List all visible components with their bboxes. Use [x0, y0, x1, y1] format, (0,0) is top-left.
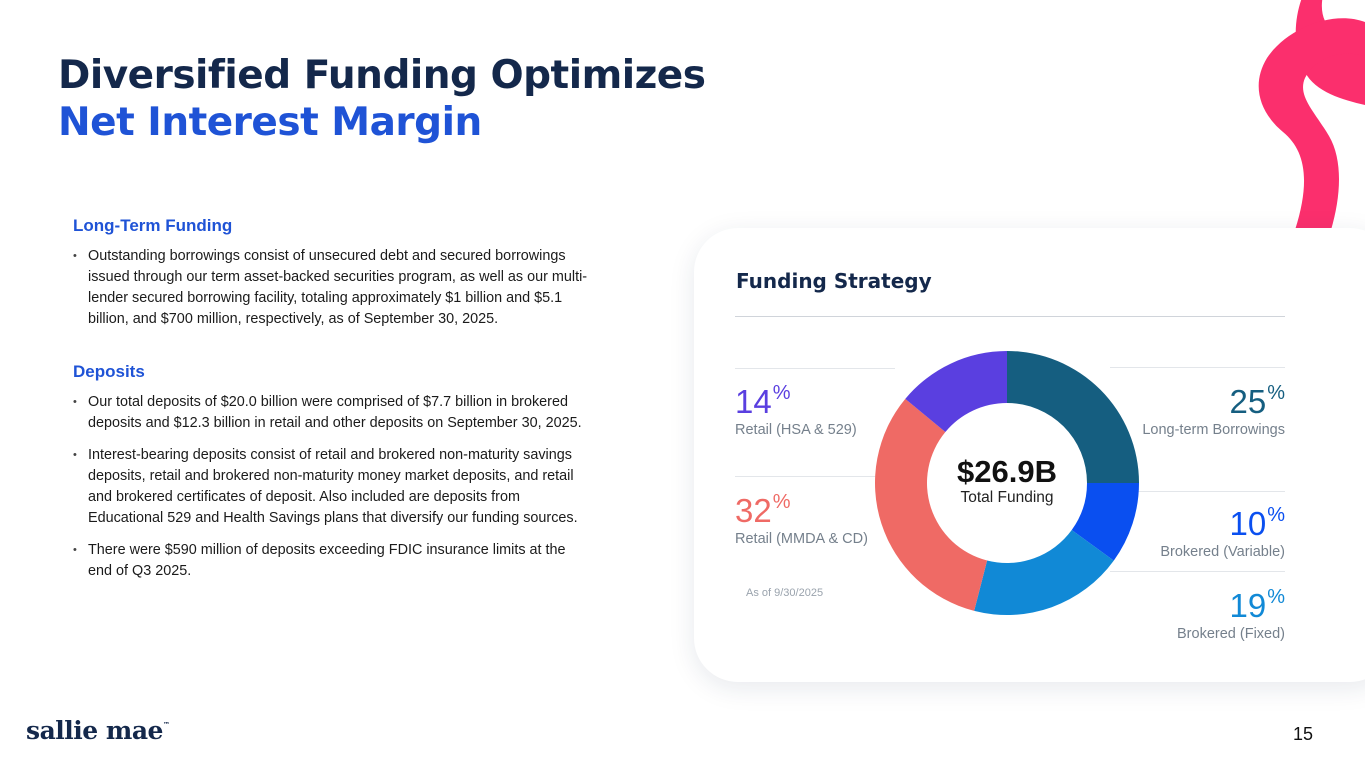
stat-long-term-pct: 25% [1142, 376, 1285, 419]
rule-long-term [1110, 367, 1285, 368]
donut-segment-retail-mmda-cd [875, 398, 988, 611]
percent-sign: % [772, 382, 791, 404]
percent-sign: % [1267, 382, 1285, 404]
stat-retail-hsa-value: 14 [735, 383, 772, 420]
donut-segment-retail-hsa-529 [905, 351, 1007, 433]
page-title: Diversified Funding Optimizes Net Intere… [58, 52, 706, 146]
long-term-funding-heading: Long-Term Funding [73, 216, 233, 235]
bullet-deposits-2: Interest-bearing deposits consist of ret… [73, 445, 593, 529]
stat-retail-mmda-pct: 32% [735, 485, 868, 528]
funding-strategy-title: Funding Strategy [736, 269, 932, 293]
left-column: Long-Term Funding Outstanding borrowings… [73, 216, 593, 593]
long-term-funding-list: Outstanding borrowings consist of unsecu… [73, 246, 593, 330]
funding-donut-chart [875, 351, 1139, 615]
card-divider [735, 316, 1285, 317]
stat-brokered-fixed-label: Brokered (Fixed) [1177, 626, 1285, 642]
logo-trademark: ™ [162, 721, 170, 729]
stat-retail-mmda-value: 32 [735, 492, 772, 529]
bullet-deposits-1: Our total deposits of $20.0 billion were… [73, 392, 593, 434]
total-funding-value: $26.9B [957, 454, 1057, 489]
donut-center: $26.9B Total Funding [932, 455, 1082, 507]
stat-brokered-fixed: 19% Brokered (Fixed) [1177, 580, 1285, 642]
bullet-deposits-3: There were $590 million of deposits exce… [73, 540, 593, 582]
rule-retail-hsa [735, 368, 895, 369]
stat-brokered-variable: 10% Brokered (Variable) [1160, 498, 1285, 560]
stat-brokered-fixed-pct: 19% [1177, 580, 1285, 623]
sallie-mae-logo: sallie mae™ [26, 716, 170, 745]
deposits-heading: Deposits [73, 362, 145, 381]
total-funding-label: Total Funding [960, 489, 1054, 506]
percent-sign: % [1267, 586, 1285, 608]
brush-stroke-graphic [1258, 0, 1365, 230]
stat-brokered-fixed-value: 19 [1229, 587, 1267, 624]
percent-sign: % [1267, 504, 1285, 526]
bullet-long-term-1: Outstanding borrowings consist of unsecu… [73, 246, 593, 330]
logo-text: sallie mae [26, 716, 163, 745]
stat-retail-mmda-label: Retail (MMDA & CD) [735, 531, 868, 547]
stat-brokered-variable-value: 10 [1229, 505, 1267, 542]
deposits-list: Our total deposits of $20.0 billion were… [73, 392, 593, 582]
title-line-2: Net Interest Margin [58, 100, 482, 145]
rule-brokered-fixed [1110, 571, 1285, 572]
page-number: 15 [1292, 724, 1313, 744]
as-of-date: As of 9/30/2025 [746, 587, 824, 599]
stat-brokered-variable-pct: 10% [1160, 498, 1285, 541]
percent-sign: % [772, 491, 791, 513]
stat-retail-hsa: 14% Retail (HSA & 529) [735, 376, 857, 438]
stat-retail-mmda: 32% Retail (MMDA & CD) [735, 485, 868, 547]
stat-long-term-value: 25 [1229, 383, 1267, 420]
donut-segment-long-term-borrowings [1007, 351, 1139, 483]
stat-brokered-variable-label: Brokered (Variable) [1160, 544, 1285, 560]
stat-retail-hsa-pct: 14% [735, 376, 857, 419]
stat-retail-hsa-label: Retail (HSA & 529) [735, 422, 857, 438]
stat-long-term-label: Long-term Borrowings [1142, 422, 1285, 438]
rule-brokered-variable [1110, 491, 1285, 492]
stat-long-term-borrowings: 25% Long-term Borrowings [1142, 376, 1285, 438]
rule-retail-mmda [735, 476, 895, 477]
title-line-1: Diversified Funding Optimizes [58, 53, 706, 98]
donut-segment-brokered-fixed [974, 530, 1114, 615]
donut-segment-brokered-variable [1071, 483, 1139, 561]
